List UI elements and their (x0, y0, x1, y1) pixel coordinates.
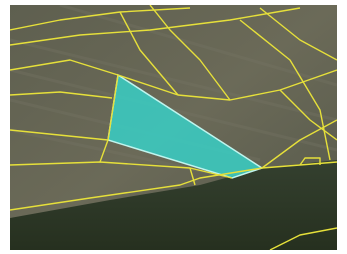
aerial-image (10, 5, 337, 250)
page: (() => { const data = JSON.parse(documen… (0, 0, 347, 254)
map (0, 0, 347, 254)
